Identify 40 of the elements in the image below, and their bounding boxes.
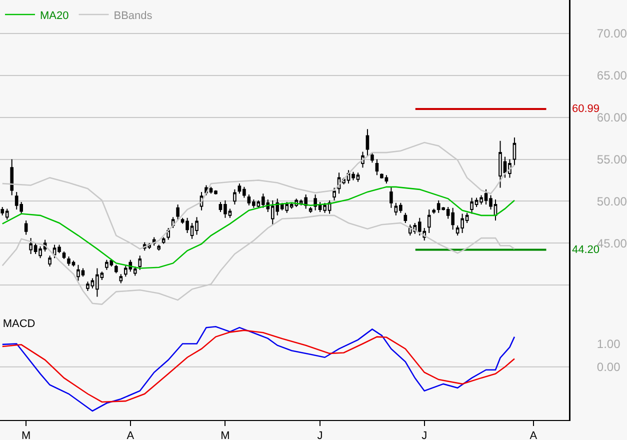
candlestick xyxy=(512,136,516,166)
candlestick xyxy=(332,187,336,201)
legend-label: BBands xyxy=(114,10,153,22)
candlestick xyxy=(138,255,142,270)
line-series xyxy=(2,186,516,269)
x-tick-label: M xyxy=(220,430,230,440)
x-tick-label: J xyxy=(422,430,428,440)
candlestick xyxy=(24,220,28,236)
legend-label: MA20 xyxy=(40,10,69,22)
candlestick xyxy=(162,236,166,244)
y-tick-label: 0.00 xyxy=(596,360,621,374)
candlestick xyxy=(10,158,14,196)
y-tick-label: 55.00 xyxy=(596,152,627,166)
candlestick xyxy=(404,212,408,224)
candlestick xyxy=(62,250,66,260)
candlestick xyxy=(157,244,161,252)
y-tick-label: 65.00 xyxy=(596,68,627,83)
x-tick-label: M xyxy=(21,430,31,440)
candlestick xyxy=(375,158,379,176)
candlestick xyxy=(370,152,374,164)
candlestick xyxy=(427,209,431,234)
y-tick-label: 70.00 xyxy=(596,26,627,41)
candlestick xyxy=(176,204,180,220)
candlestick xyxy=(390,186,393,208)
candlestick xyxy=(366,128,370,156)
x-tick-label: A xyxy=(530,430,538,440)
candlestick xyxy=(432,208,436,214)
line-series xyxy=(2,330,516,403)
candlestick xyxy=(233,188,236,206)
candlestick xyxy=(48,255,52,268)
chart-title: MACD xyxy=(2,318,36,330)
x-tick-label: J xyxy=(317,430,323,440)
y-tick-label: 1.00 xyxy=(596,336,621,351)
ref-line-label: 44.20 xyxy=(572,244,600,256)
candlestick xyxy=(114,264,118,274)
candlestick xyxy=(119,274,123,284)
candlestick xyxy=(308,206,312,214)
x-tick-label: A xyxy=(126,430,135,440)
line-series xyxy=(2,326,516,412)
y-tick-label: 50.00 xyxy=(596,194,627,208)
